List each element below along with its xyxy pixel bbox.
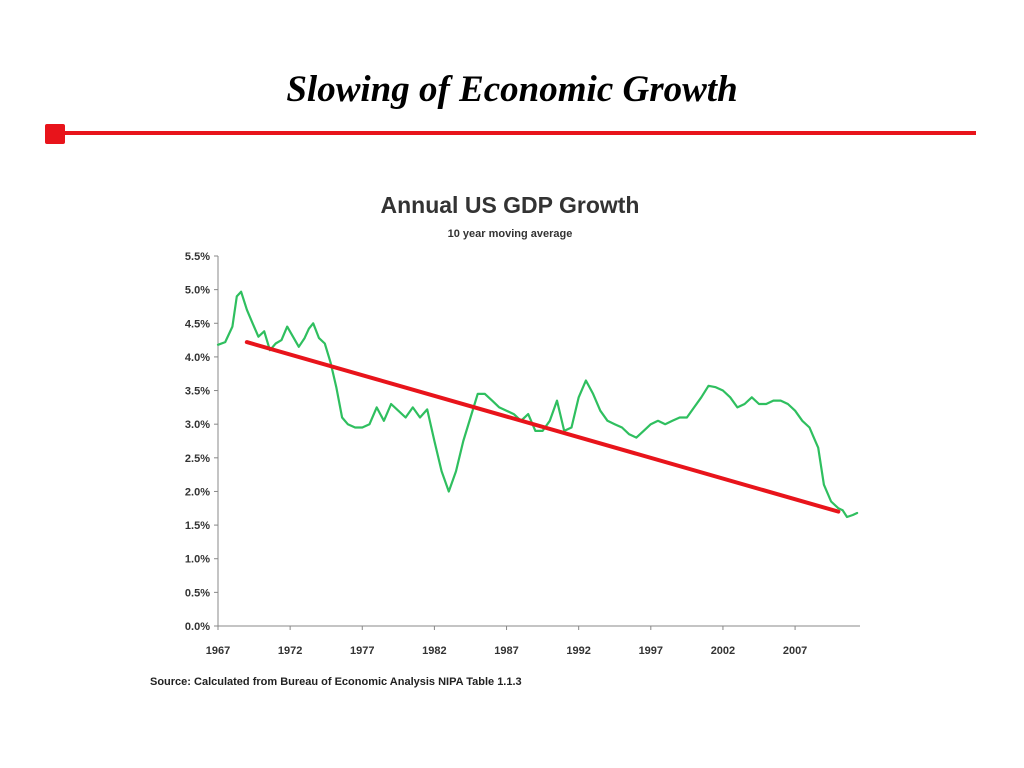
y-tick-label: 4.5%: [185, 318, 210, 330]
slide-title: Slowing of Economic Growth: [286, 69, 738, 110]
x-tick-label: 1972: [278, 645, 302, 657]
x-tick-label: 1987: [494, 645, 518, 657]
x-tick-label: 1967: [206, 645, 230, 657]
y-tick-label: 5.5%: [185, 251, 210, 263]
source-note: Source: Calculated from Bureau of Econom…: [150, 676, 522, 688]
x-axis-ticks: 1967 1972 1977 1982 1987 1992 1997 2002 2007: [206, 626, 807, 657]
y-tick-label: 2.0%: [185, 486, 210, 498]
title-bullet: [45, 124, 65, 144]
chart-subtitle: 10 year moving average: [447, 228, 573, 240]
x-tick-label: 1982: [422, 645, 446, 657]
y-tick-label: 0.5%: [185, 587, 210, 599]
y-axis-ticks: 0.0% 0.5% 1.0% 1.5% 2.0% 2.5% 3.0% 3.5% 4.0% 4.5%…: [185, 251, 218, 633]
chart-title: Annual US GDP Growth: [380, 192, 640, 218]
y-tick-label: 1.5%: [185, 520, 210, 532]
y-tick-label: 5.0%: [185, 285, 210, 297]
y-tick-label: 3.5%: [185, 386, 210, 398]
trend-line: [244, 340, 841, 514]
trend-group: [244, 340, 841, 514]
x-tick-label: 1997: [639, 645, 663, 657]
x-tick-label: 2002: [711, 645, 735, 657]
x-tick-label: 1977: [350, 645, 374, 657]
y-tick-label: 0.0%: [185, 621, 210, 633]
gdp-growth-line: [216, 290, 859, 519]
y-tick-label: 3.0%: [185, 419, 210, 431]
series-group: [216, 290, 859, 519]
y-tick-label: 2.5%: [185, 453, 210, 465]
x-tick-label: 2007: [783, 645, 807, 657]
y-tick-label: 1.0%: [185, 554, 210, 566]
title-rule: [62, 131, 976, 135]
x-tick-label: 1992: [566, 645, 590, 657]
chart-axes: [217, 256, 860, 627]
y-tick-label: 4.0%: [185, 352, 210, 364]
